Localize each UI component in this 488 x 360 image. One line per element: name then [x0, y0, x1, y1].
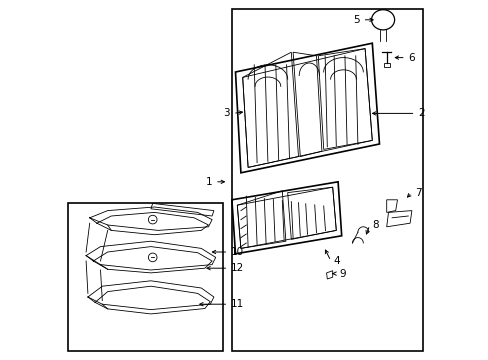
Bar: [68, 203, 223, 351]
Bar: [231, 9, 422, 351]
Text: 12: 12: [231, 263, 244, 273]
Text: 3: 3: [223, 108, 230, 118]
Text: 5: 5: [352, 15, 359, 25]
Text: 8: 8: [372, 220, 379, 230]
Text: 9: 9: [339, 269, 345, 279]
Text: 6: 6: [408, 53, 414, 63]
Text: 1: 1: [205, 177, 212, 187]
Bar: [383, 63, 389, 67]
Text: 4: 4: [333, 256, 340, 266]
Text: 2: 2: [418, 108, 424, 118]
Text: 7: 7: [414, 188, 421, 198]
Text: 11: 11: [231, 299, 244, 309]
Text: 10: 10: [231, 247, 244, 257]
